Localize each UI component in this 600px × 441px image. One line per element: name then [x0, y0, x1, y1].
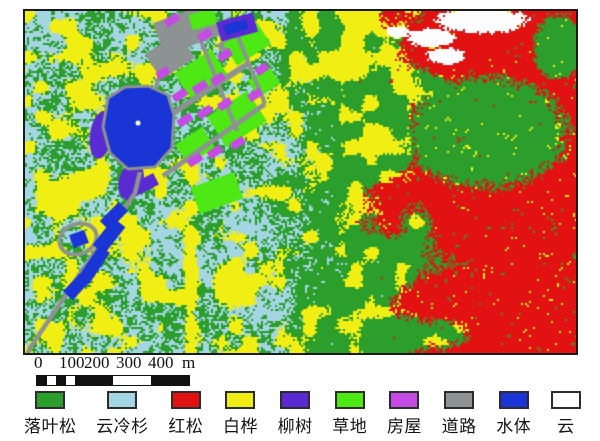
legend-item-cloud: 云: [550, 391, 581, 437]
scale-label: 400: [148, 353, 174, 372]
legend-item-grass: 草地: [332, 391, 367, 437]
scale-label: 0: [34, 353, 43, 372]
legend-swatch-sprucefir: [107, 391, 138, 409]
scale-label: 200: [84, 353, 110, 372]
scale-bar-segment: [37, 376, 47, 385]
legend-swatch-birch: [225, 391, 256, 409]
scale-bar-segment: [66, 376, 75, 385]
legend-item-birch: 白桦: [223, 391, 258, 437]
legend-label: 落叶松: [24, 417, 77, 436]
legend-label: 水体: [496, 417, 532, 436]
legend-label: 柳树: [277, 417, 313, 436]
scale-bar-segment: [47, 376, 56, 385]
legend-swatch-larch: [35, 391, 66, 409]
legend-swatch-pine: [170, 391, 201, 409]
legend-swatch-willow: [280, 391, 311, 409]
legend-item-pine: 红松: [168, 391, 203, 437]
legend-swatch-road: [444, 391, 475, 409]
scale-label: 100: [59, 353, 85, 372]
legend-swatch-cloud: [550, 391, 581, 409]
map-legend: 落叶松 云冷杉 红松 白桦 柳树 草地 房屋 道路 水体 云: [24, 391, 581, 437]
scale-bar-labels: 0 100 200 300 400 m: [0, 353, 600, 373]
legend-swatch-grass: [334, 391, 365, 409]
legend-label: 道路: [441, 417, 477, 436]
legend-item-house: 房屋: [387, 391, 422, 437]
legend-label: 红松: [168, 417, 204, 436]
legend-item-larch: 落叶松: [24, 391, 77, 437]
legend-label: 云冷杉: [96, 417, 149, 436]
legend-label: 草地: [332, 417, 368, 436]
scale-bar-segment: [113, 376, 151, 385]
scale-bar-segment: [75, 376, 113, 385]
legend-item-sprucefir: 云冷杉: [96, 391, 149, 437]
legend-label: 云: [557, 417, 575, 436]
legend-item-water: 水体: [496, 391, 531, 437]
legend-swatch-water: [498, 391, 529, 409]
legend-label: 白桦: [222, 417, 258, 436]
classification-map: [25, 11, 576, 353]
map-frame: [23, 9, 578, 355]
scale-label: m: [182, 353, 196, 372]
scale-bar-segment: [56, 376, 66, 385]
scale-bar-segment: [151, 376, 189, 385]
legend-item-willow: 柳树: [278, 391, 313, 437]
scale-label: 300: [116, 353, 142, 372]
legend-label: 房屋: [386, 417, 422, 436]
legend-item-road: 道路: [442, 391, 477, 437]
scale-bar: [36, 375, 190, 386]
legend-swatch-house: [389, 391, 420, 409]
